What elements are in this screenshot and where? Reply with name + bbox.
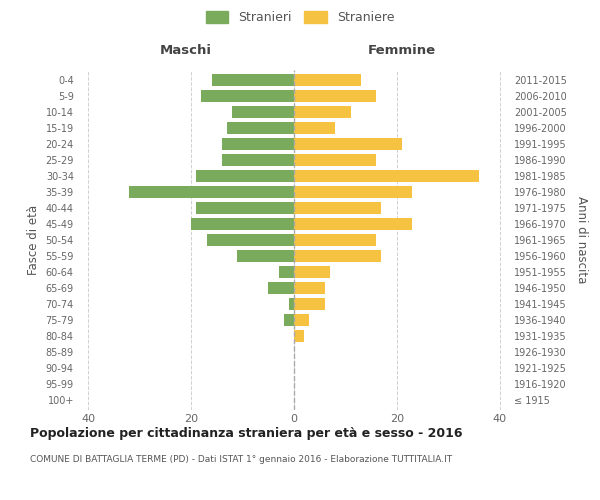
Text: Maschi: Maschi (160, 44, 212, 57)
Bar (294, 250, 382, 262)
Bar (268, 282, 294, 294)
Bar (294, 202, 382, 214)
Bar (294, 170, 479, 182)
Legend: Stranieri, Straniere: Stranieri, Straniere (201, 6, 399, 29)
Bar (294, 106, 350, 118)
Bar (294, 314, 310, 326)
Bar (294, 186, 412, 198)
Bar (294, 74, 361, 86)
Bar (284, 314, 294, 326)
Text: Femmine: Femmine (368, 44, 436, 57)
Bar (294, 298, 325, 310)
Bar (294, 154, 376, 166)
Text: Popolazione per cittadinanza straniera per età e sesso - 2016: Popolazione per cittadinanza straniera p… (30, 428, 463, 440)
Bar (278, 266, 294, 278)
Bar (227, 122, 294, 134)
Bar (196, 170, 294, 182)
Bar (130, 186, 294, 198)
Bar (294, 138, 402, 150)
Bar (294, 266, 330, 278)
Y-axis label: Fasce di età: Fasce di età (27, 205, 40, 275)
Bar (196, 202, 294, 214)
Bar (289, 298, 294, 310)
Bar (294, 122, 335, 134)
Bar (294, 282, 325, 294)
Bar (294, 218, 412, 230)
Bar (222, 154, 294, 166)
Text: COMUNE DI BATTAGLIA TERME (PD) - Dati ISTAT 1° gennaio 2016 - Elaborazione TUTTI: COMUNE DI BATTAGLIA TERME (PD) - Dati IS… (30, 455, 452, 464)
Bar (191, 218, 294, 230)
Bar (238, 250, 294, 262)
Bar (294, 330, 304, 342)
Y-axis label: Anni di nascita: Anni di nascita (575, 196, 589, 284)
Bar (206, 234, 294, 246)
Bar (294, 234, 376, 246)
Bar (212, 74, 294, 86)
Bar (222, 138, 294, 150)
Bar (232, 106, 294, 118)
Bar (202, 90, 294, 102)
Bar (294, 90, 376, 102)
